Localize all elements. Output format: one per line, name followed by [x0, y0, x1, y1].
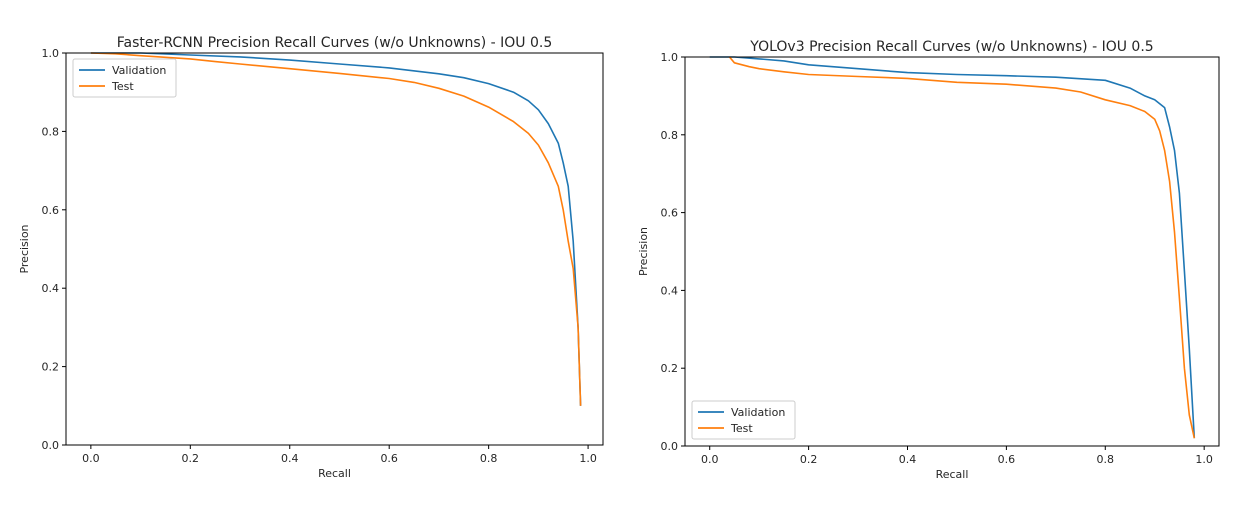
y-axis-label: Precision	[18, 224, 31, 273]
x-tick-label: 0.2	[800, 453, 818, 466]
series-line-validation	[709, 56, 1196, 439]
x-tick-label: 0.2	[182, 452, 200, 465]
legend: Validation Test	[691, 400, 796, 440]
plot-frame	[684, 56, 1220, 447]
legend-label-test: Test	[111, 80, 134, 93]
chart-faster-rcnn: Faster-RCNN Precision Recall Curves (w/o…	[18, 35, 604, 480]
x-tick-label: 0.8	[1097, 453, 1115, 466]
legend-box	[72, 58, 177, 98]
legend: Validation Test	[72, 58, 177, 98]
x-tick-label: 0.6	[380, 452, 398, 465]
chart-title: Faster-RCNN Precision Recall Curves (w/o…	[117, 35, 553, 51]
y-tick-label: 0.8	[42, 125, 60, 138]
y-tick-label: 0.6	[661, 207, 679, 220]
series-line-validation	[90, 52, 582, 406]
legend-label-validation: Validation	[731, 406, 785, 419]
series-line-test	[90, 52, 582, 406]
x-axis-label: Recall	[936, 468, 969, 481]
y-tick-label: 0.6	[42, 204, 60, 217]
y-tick-label: 1.0	[661, 51, 679, 64]
chart-title: YOLOv3 Precision Recall Curves (w/o Unkn…	[749, 39, 1153, 55]
x-tick-label: 0.8	[480, 452, 498, 465]
y-tick-label: 0.0	[42, 439, 60, 452]
x-tick-label: 0.4	[281, 452, 299, 465]
y-tick-label: 0.2	[42, 361, 60, 374]
x-tick-label: 0.0	[701, 453, 719, 466]
y-tick-label: 0.8	[661, 129, 679, 142]
x-axis-label: Recall	[318, 467, 351, 480]
y-tick-label: 1.0	[42, 47, 60, 60]
series-line-test	[728, 56, 1196, 439]
y-tick-label: 0.2	[661, 362, 679, 375]
x-tick-label: 1.0	[579, 452, 597, 465]
plot-frame	[65, 52, 604, 446]
x-tick-label: 1.0	[1195, 453, 1213, 466]
y-tick-label: 0.4	[661, 284, 679, 297]
x-tick-label: 0.6	[998, 453, 1016, 466]
legend-box	[691, 400, 796, 440]
x-tick-label: 0.4	[899, 453, 917, 466]
legend-label-validation: Validation	[112, 64, 166, 77]
y-tick-label: 0.4	[42, 282, 60, 295]
y-tick-label: 0.0	[661, 440, 679, 453]
y-axis-label: Precision	[637, 227, 650, 276]
chart-yolov3: YOLOv3 Precision Recall Curves (w/o Unkn…	[637, 39, 1220, 481]
x-tick-label: 0.0	[82, 452, 100, 465]
legend-label-test: Test	[730, 422, 753, 435]
